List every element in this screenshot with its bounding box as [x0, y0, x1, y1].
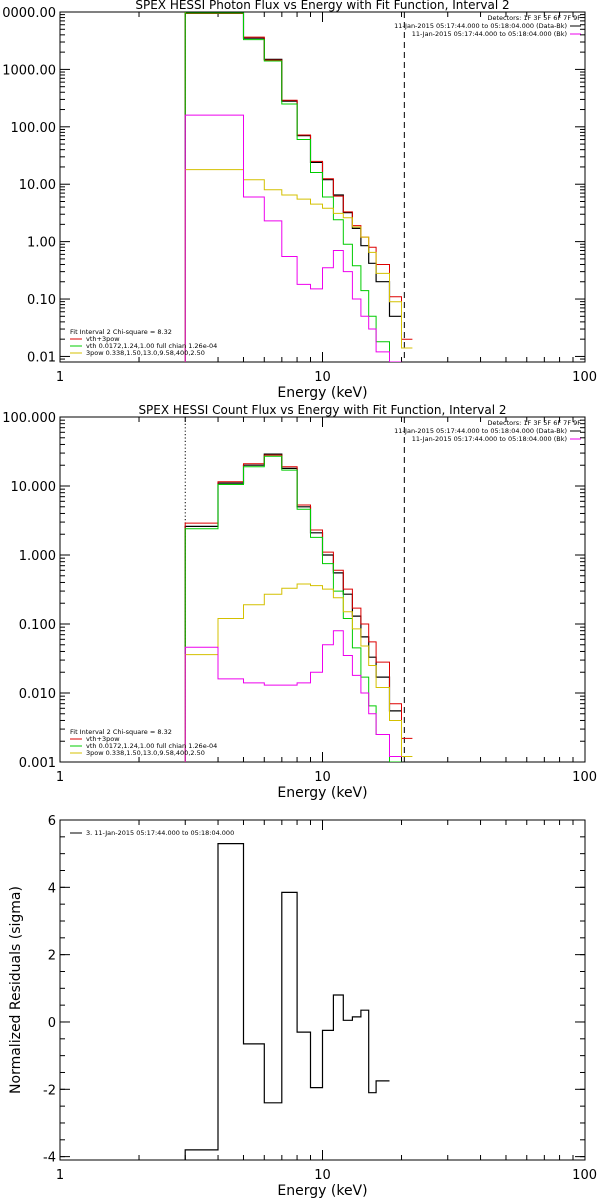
legend-entry: vth 0.0172,1.24,1.00 full chian 1.26e-04	[86, 742, 217, 750]
legend-entry: 3pow 0.338,1.50,13.0,9.58,400,2.50	[86, 749, 205, 757]
series-line-3	[184, 169, 413, 362]
series-line-0	[184, 843, 390, 1160]
x-axis-label: Energy (keV)	[277, 785, 367, 801]
detector-annotation: 11-Jan-2015 05:17:44.000 to 05:18:04.000…	[412, 30, 567, 38]
y-tick-label: 0000.00	[2, 6, 56, 21]
y-tick-label: 1.00	[27, 236, 56, 251]
series-line-2	[184, 12, 402, 362]
x-tick-label: 10	[314, 770, 331, 785]
series-line-2	[184, 455, 402, 762]
x-tick-label: 1	[56, 1168, 64, 1183]
detector-annotation: 11-Jan-2015 05:17:44.000 to 05:18:04.000…	[394, 427, 567, 435]
x-tick-label: 10	[314, 370, 331, 385]
y-tick-label: 6	[48, 814, 56, 829]
fit-interval-label: Fit Interval 2 Chi-square = 8.32	[70, 328, 172, 336]
y-tick-label: 0	[48, 1016, 56, 1031]
x-tick-label: 10	[314, 1168, 331, 1183]
residuals-panel: 1 10 100 -4 -2 0 2 4 6 Energy (keV) Normalized Res…	[8, 814, 597, 1199]
legend-entry: vth 0.0172,1.24,1.00 full chian 1.26e-04	[86, 342, 217, 350]
y-tick-label: 4	[48, 881, 56, 896]
series-line-1	[184, 13, 413, 362]
detector-annotation: Detectors: 1F 3F 5F 6F 7F 9F	[487, 419, 581, 427]
series-group	[184, 843, 390, 1160]
series-line-0	[184, 12, 402, 362]
legend-entry: vth+3pow	[86, 335, 120, 343]
y-tick-label: 1000.00	[2, 63, 56, 78]
y-tick-label: 2	[48, 949, 56, 964]
y-tick-label: 0.01	[27, 350, 56, 365]
y-tick-label: 1.000	[19, 549, 56, 564]
count-flux-panel: SPEX HESSI Count Flux vs Energy with Fit…	[2, 403, 597, 801]
y-tick-label: -2	[43, 1083, 56, 1098]
x-tick-label: 100	[572, 370, 597, 385]
y-tick-label: 0.100	[19, 618, 56, 633]
detector-annotation: 11-Jan-2015 05:17:44.000 to 05:18:04.000…	[412, 435, 567, 443]
x-tick-label: 1	[56, 370, 64, 385]
y-tick-label: 0.001	[19, 756, 56, 771]
series-line-1	[184, 454, 413, 762]
detector-annotation: 11-Jan-2015 05:17:44.000 to 05:18:04.000…	[394, 22, 567, 30]
series-group	[184, 12, 413, 362]
x-tick-label: 100	[572, 1168, 597, 1183]
x-axis-label: Energy (keV)	[277, 1183, 367, 1199]
y-tick-label: -4	[43, 1151, 56, 1166]
x-tick-label: 1	[56, 770, 64, 785]
chart-title: SPEX HESSI Count Flux vs Energy with Fit…	[138, 403, 506, 417]
fit-interval-label: Fit Interval 2 Chi-square = 8.32	[70, 728, 172, 736]
y-tick-label: 0.010	[19, 687, 56, 702]
series-line-4	[184, 114, 402, 362]
x-axis-label: Energy (keV)	[277, 385, 367, 401]
legend-entry: 3pow 0.338,1.50,13.0,9.58,400,2.50	[86, 349, 205, 357]
series-line-3	[184, 583, 413, 762]
residual-legend: 3. 11-Jan-2015 05:17:44.000 to 05:18:04.…	[86, 829, 234, 837]
detector-annotation: Detectors: 1F 3F 5F 6F 7F 9F	[487, 14, 581, 22]
series-group	[184, 453, 413, 762]
chart-title: SPEX HESSI Photon Flux vs Energy with Fi…	[135, 0, 509, 12]
series-line-4	[184, 630, 402, 762]
y-tick-label: 0.10	[27, 293, 56, 308]
plot-frame	[59, 819, 586, 1161]
y-axis-label: Normalized Residuals (sigma)	[8, 886, 24, 1094]
y-tick-label: 10.00	[19, 178, 56, 193]
y-tick-label: 10.000	[11, 480, 57, 495]
y-tick-label: 100.00	[11, 121, 57, 136]
legend-entry: vth+3pow	[86, 735, 120, 743]
photon-flux-panel: SPEX HESSI Photon Flux vs Energy with Fi…	[2, 0, 597, 401]
x-tick-label: 100	[572, 770, 597, 785]
y-tick-label: 100.000	[2, 411, 56, 426]
